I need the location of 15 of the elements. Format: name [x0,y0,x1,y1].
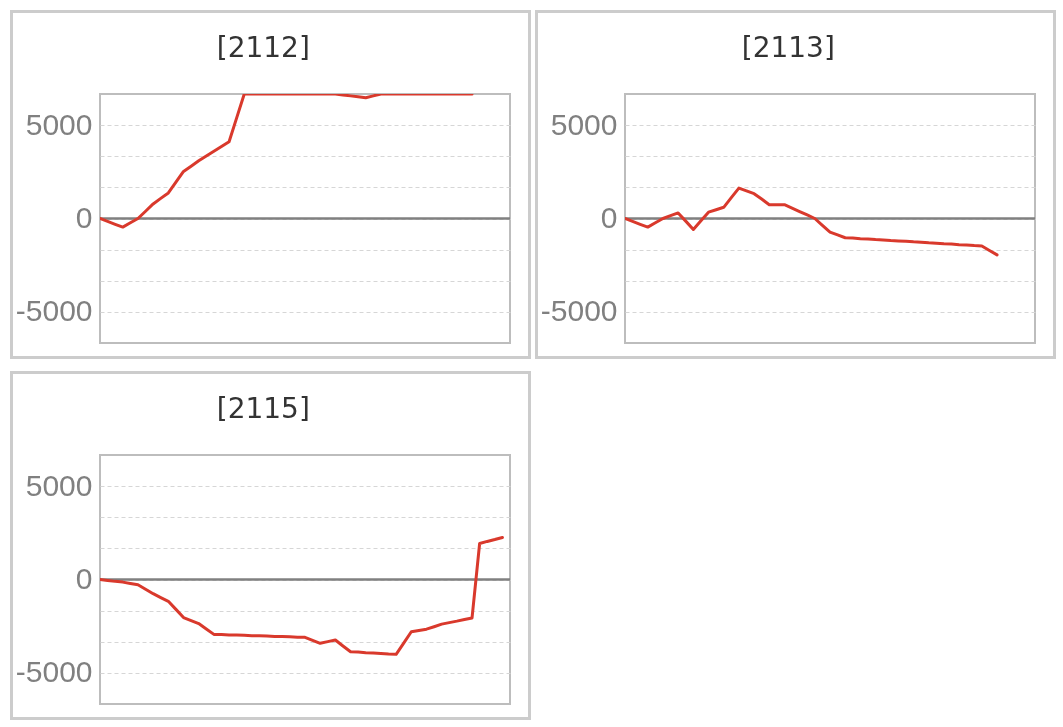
line-series [100,94,474,229]
y-tick-label: 5000 [25,107,93,141]
chart-title: [2115] [216,392,310,425]
y-tick-label: 0 [75,201,93,234]
line-series [100,536,504,656]
y-tick-label: -5000 [540,294,618,328]
chart-title: [2112] [216,31,310,64]
chart-title: [2113] [741,31,835,64]
y-tick-label: 0 [75,562,93,595]
y-tick-label: -5000 [15,655,93,689]
y-tick-label: 0 [600,201,618,234]
y-tick-label: 5000 [25,468,93,502]
line-series [625,186,999,257]
y-tick-label: 5000 [550,107,618,141]
y-tick-label: -5000 [15,294,93,328]
